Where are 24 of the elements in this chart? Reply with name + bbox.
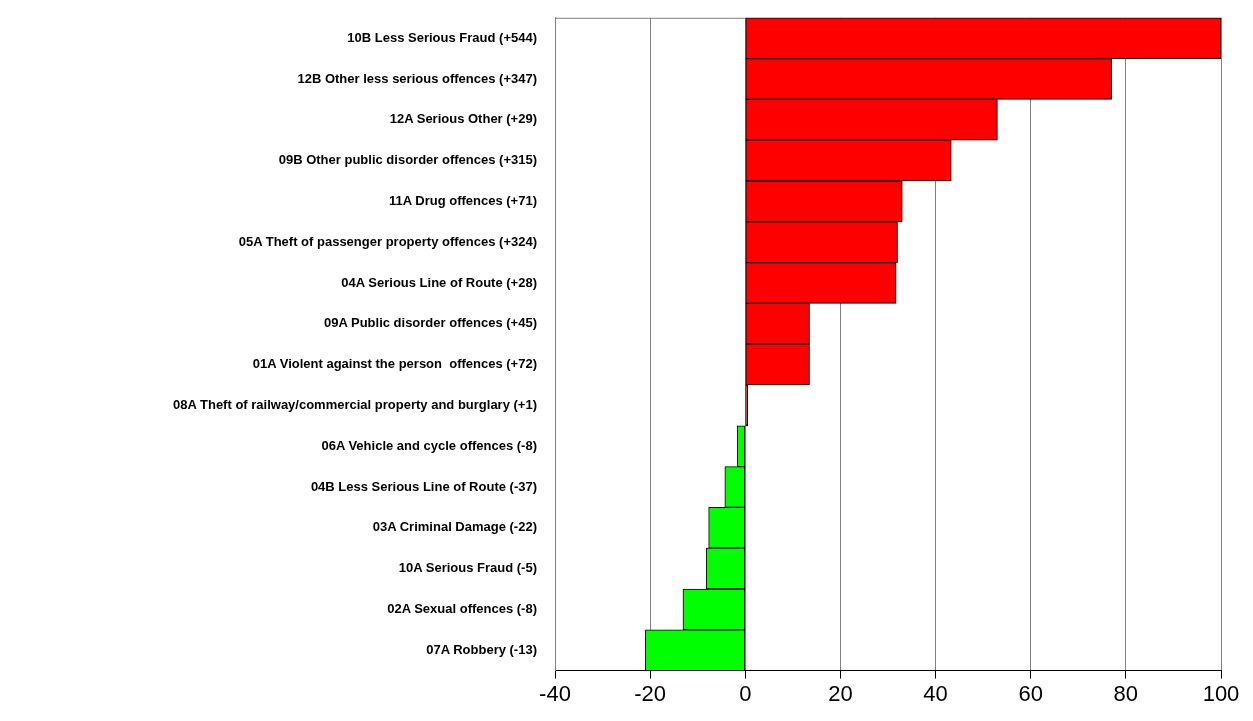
x-tick-label: -20 [634,680,667,706]
x-tick-label: 80 [1113,680,1139,706]
y-tick-label: 06A Vehicle and cycle offences (-8) [321,437,537,453]
y-tick-label: 10A Serious Fraud (-5) [398,560,537,576]
y-tick-label: 03A Criminal Damage (-22) [372,519,537,535]
y-tick-label: 12B Other less serious offences (+347) [297,70,537,86]
x-tick-label: -40 [539,680,571,706]
y-tick-label: 11A Drug offences (+71) [389,192,537,208]
x-tick-label: 60 [1018,680,1043,706]
x-tick-label: 0 [739,680,752,706]
y-tick-label: 05A Theft of passenger property offences (+324) [238,233,537,249]
y-tick-label: 07A Robbery (-13) [426,641,537,657]
y-tick-label: 02A Sexual offences (-8) [387,600,537,616]
y-tick-label: 12A Serious Other (+29) [389,111,537,127]
y-tick-label: 09A Public disorder offences (+45) [323,315,537,331]
y-tick-label: 08A Theft of railway/commercial property and burglary (+1) [173,396,537,412]
y-tick-label: 04A Serious Line of Route (+28) [341,274,537,290]
y-tick-label: 09B Other public disorder offences (+315) [278,152,537,168]
x-tick-label: 40 [923,680,948,706]
y-tick-label: 10B Less Serious Fraud (+544) [347,29,537,45]
y-tick-label: 01A Violent against the person offences (+72) [252,356,537,372]
x-tick-label: 100 [1202,680,1240,706]
x-tick-label: 20 [828,680,853,706]
y-tick-label: 04B Less Serious Line of Route (-37) [310,478,537,494]
